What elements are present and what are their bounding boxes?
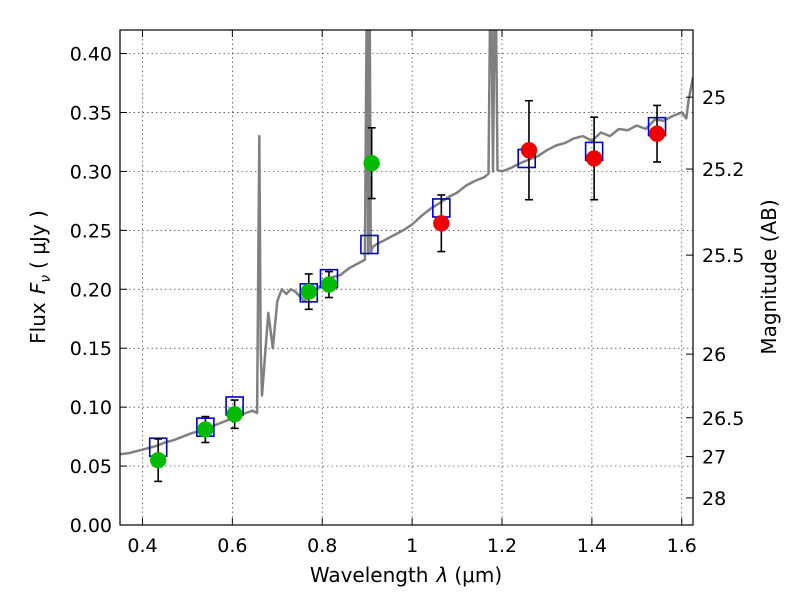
nir-data-point bbox=[433, 215, 450, 232]
y-tick-label: 0.35 bbox=[70, 103, 112, 125]
y2-tick-label: 25.5 bbox=[702, 245, 744, 267]
y2-tick-label: 26.5 bbox=[702, 408, 744, 430]
tick-layer: 0.4 0.6 0.8 1 1.2 1.4 1.6 0.00 0.05 0.10 0.15 0.20 0… bbox=[70, 30, 744, 557]
y-tick-label: 0.30 bbox=[70, 161, 112, 183]
y-tick-label: 0.20 bbox=[70, 279, 112, 301]
optical-data-point bbox=[197, 421, 214, 438]
optical-data-point bbox=[300, 283, 318, 300]
y-tick-label: 0.25 bbox=[70, 220, 112, 242]
y-tick-label: 0.05 bbox=[70, 456, 112, 478]
x-tick-label: 0.8 bbox=[307, 535, 337, 557]
y2-tick-label: 26 bbox=[702, 344, 726, 366]
optical-data-point bbox=[363, 154, 380, 172]
optical-data-point bbox=[320, 276, 338, 293]
optical-data-point bbox=[149, 451, 167, 469]
y-tick-label: 0.15 bbox=[70, 338, 112, 360]
nir-data-point bbox=[585, 150, 603, 167]
x-tick-label: 0.6 bbox=[217, 535, 247, 557]
y-tick-label: 0.00 bbox=[70, 515, 112, 537]
x-tick-label: 1.6 bbox=[667, 535, 697, 557]
y2-tick-label: 28 bbox=[702, 488, 726, 510]
x-axis-label: Wavelength λ (μm) bbox=[310, 563, 502, 587]
y2-tick-label: 27 bbox=[702, 447, 726, 469]
data-layer bbox=[120, 30, 693, 483]
y-tick-label: 0.40 bbox=[70, 44, 112, 66]
grid-layer bbox=[120, 30, 693, 525]
optical-data-point bbox=[226, 405, 243, 423]
x-tick-label: 1.4 bbox=[577, 535, 607, 557]
nir-data-point bbox=[520, 141, 538, 159]
y-axis-label: FluxFν( μJy ) bbox=[26, 210, 54, 344]
x-tick-label: 1 bbox=[406, 535, 418, 557]
nir-data-point bbox=[648, 125, 666, 142]
model-square-marker bbox=[360, 234, 379, 255]
y2-tick-label: 25.2 bbox=[702, 159, 744, 181]
plot-frame bbox=[119, 29, 694, 526]
y-tick-label: 0.10 bbox=[70, 397, 112, 419]
x-tick-label: 0.4 bbox=[127, 535, 157, 557]
y2-tick-label: 25 bbox=[702, 87, 726, 109]
y2-axis-label: Magnitude (AB) bbox=[757, 199, 781, 354]
x-tick-label: 1.2 bbox=[487, 535, 517, 557]
spectrum-line bbox=[120, 30, 693, 456]
